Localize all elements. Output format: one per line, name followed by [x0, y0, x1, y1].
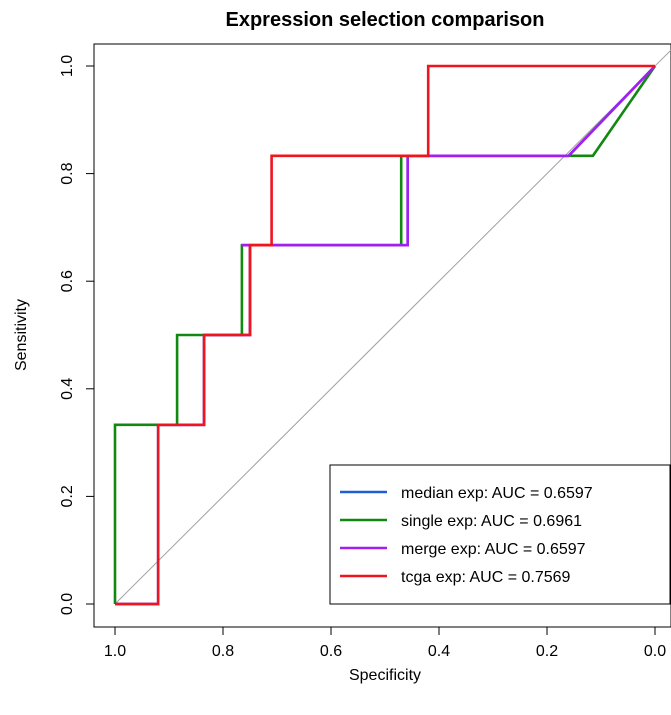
y-tick-label: 0.4: [59, 378, 76, 400]
x-tick-label: 0.0: [644, 643, 666, 660]
legend-label: merge exp: AUC = 0.6597: [401, 541, 586, 558]
legend-label: single exp: AUC = 0.6961: [401, 513, 582, 530]
x-tick-label: 0.2: [536, 643, 558, 660]
x-tick-label: 0.6: [320, 643, 342, 660]
reference-diagonal-line: [114, 49, 671, 605]
y-tick-label: 1.0: [59, 55, 76, 77]
series-line-3: [115, 64, 655, 606]
y-tick-label: 0.0: [59, 593, 76, 615]
legend-box: [329, 464, 671, 605]
y-tick-label: 0.2: [59, 485, 76, 507]
x-tick-label: 0.8: [212, 643, 234, 660]
y-tick-label: 0.6: [59, 270, 76, 292]
y-tick-label: 0.8: [59, 162, 76, 184]
x-ticks: 1.0 0.8 0.6 0.4 0.2 0.0: [104, 627, 666, 660]
y-axis-label: Sensitivity: [13, 299, 30, 371]
x-tick-label: 0.4: [428, 643, 450, 660]
legend-label: tcga exp: AUC = 0.7569: [401, 569, 571, 586]
legend-label: median exp: AUC = 0.6597: [401, 485, 593, 502]
plot-area: [113, 49, 671, 606]
chart-title: Expression selection comparison: [226, 9, 545, 31]
y-ticks: 0.0 0.2 0.4 0.6 0.8 1.0: [59, 55, 94, 615]
x-axis-label: Specificity: [349, 667, 421, 684]
x-tick-label: 1.0: [104, 643, 126, 660]
legend: median exp: AUC = 0.6597 single exp: AUC …: [329, 464, 671, 605]
